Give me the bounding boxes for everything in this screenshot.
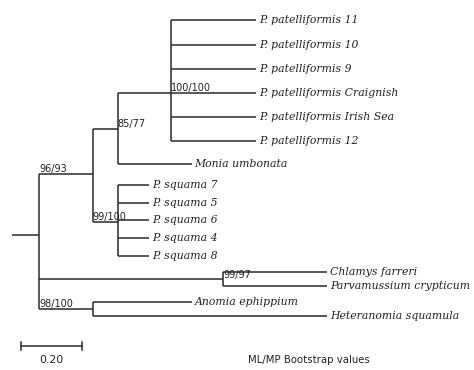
Text: P. patelliformis 10: P. patelliformis 10: [259, 40, 359, 50]
Text: 99/100: 99/100: [93, 212, 127, 222]
Text: P. patelliformis 12: P. patelliformis 12: [259, 136, 359, 146]
Text: 98/100: 98/100: [39, 299, 73, 309]
Text: Parvamussium crypticum: Parvamussium crypticum: [330, 281, 470, 291]
Text: 0.20: 0.20: [39, 354, 63, 364]
Text: Heteranomia squamula: Heteranomia squamula: [330, 311, 459, 321]
Text: P. patelliformis 9: P. patelliformis 9: [259, 64, 352, 74]
Text: P. squama 5: P. squama 5: [152, 198, 218, 208]
Text: Anomia ephippium: Anomia ephippium: [194, 297, 299, 307]
Text: P. patelliformis Irish Sea: P. patelliformis Irish Sea: [259, 112, 394, 122]
Text: P. squama 7: P. squama 7: [152, 180, 218, 190]
Text: P. patelliformis Craignish: P. patelliformis Craignish: [259, 88, 399, 98]
Text: 96/93: 96/93: [39, 164, 67, 174]
Text: P. squama 6: P. squama 6: [152, 215, 218, 225]
Text: ML/MP Bootstrap values: ML/MP Bootstrap values: [247, 354, 369, 364]
Text: P. patelliformis 11: P. patelliformis 11: [259, 16, 359, 26]
Text: P. squama 8: P. squama 8: [152, 250, 218, 260]
Text: 99/97: 99/97: [223, 270, 251, 280]
Text: 100/100: 100/100: [171, 83, 211, 93]
Text: Chlamys farreri: Chlamys farreri: [330, 267, 417, 277]
Text: Monia umbonata: Monia umbonata: [194, 159, 288, 169]
Text: P. squama 4: P. squama 4: [152, 233, 218, 243]
Text: 85/77: 85/77: [118, 119, 146, 129]
